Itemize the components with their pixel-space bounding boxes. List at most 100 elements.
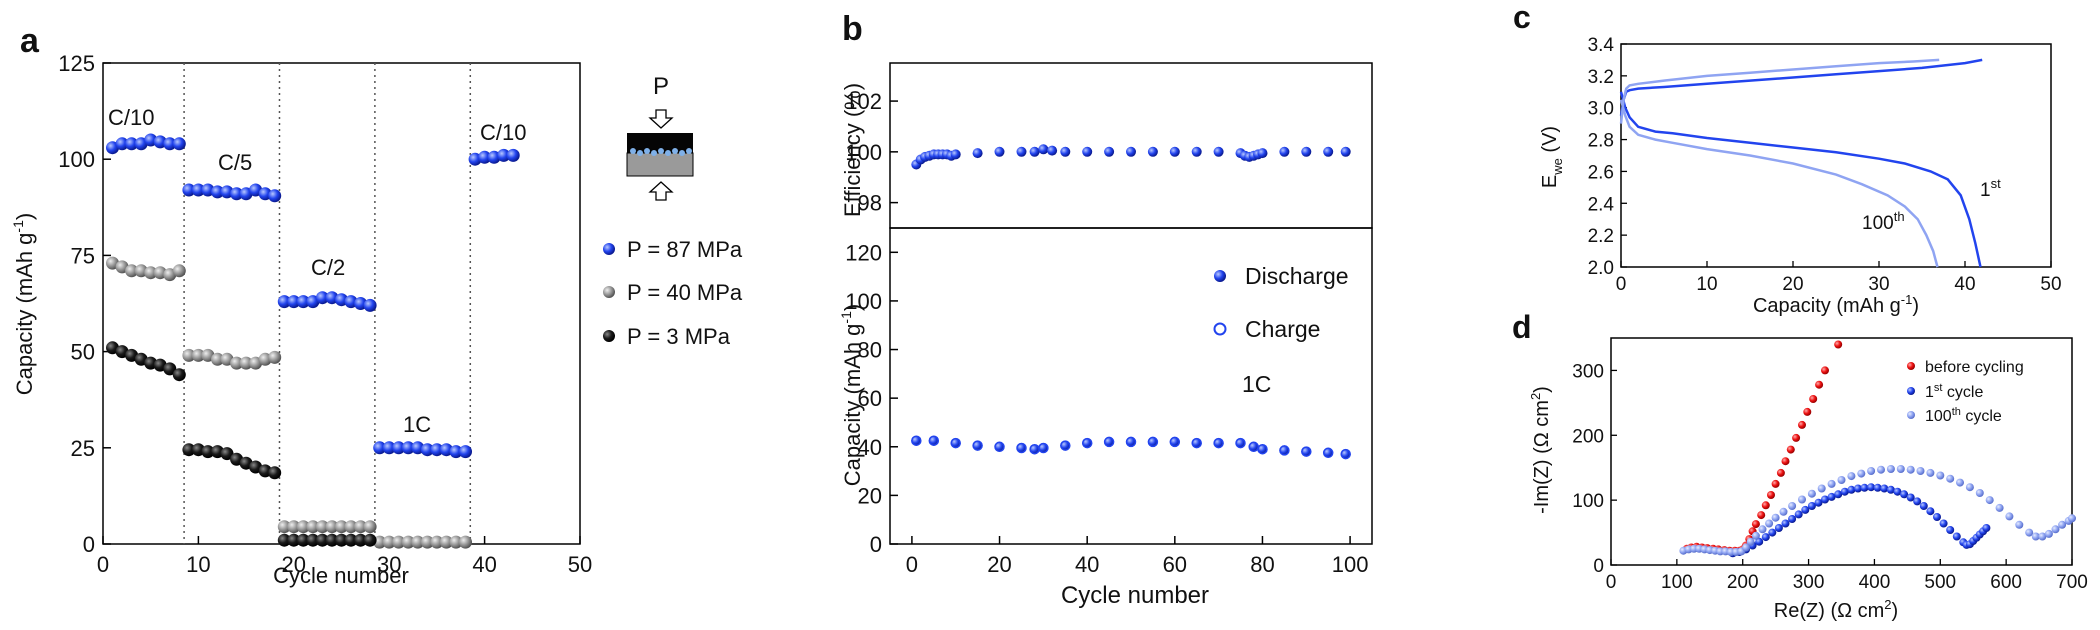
panel-a-point: [191, 183, 205, 197]
panel-d-point: [1827, 479, 1836, 488]
panel-a-point: [172, 264, 186, 278]
panel-b-efficiency-point: [1257, 148, 1268, 159]
legend-label-1st-cycle: 1st cycle: [1925, 382, 1983, 401]
panel-d-point: [1765, 519, 1774, 528]
panel-b-discharge-point: [1301, 446, 1312, 457]
panel-b-charge-point: [1103, 436, 1115, 448]
legend-label-3mpa: P = 3 MPa: [627, 324, 731, 349]
panel-d-point: [1757, 511, 1766, 520]
panel-b-charge-point: [1125, 436, 1137, 448]
panel-b-efficiency-point: [1047, 145, 1058, 156]
panel-d-point: [1781, 519, 1790, 528]
panel-d-point: [1817, 484, 1826, 493]
panel-a-legend: P = 87 MPa P = 40 MPa P = 3 MPa: [603, 237, 743, 349]
panel-a-point: [125, 264, 139, 278]
panel-b-discharge-point: [1248, 441, 1259, 452]
panel-c-letter: c: [1513, 0, 1531, 35]
panel-b-efficiency-point: [1191, 146, 1202, 157]
panel-a-point: [201, 445, 215, 459]
panel-a-y-tick-label: 75: [71, 243, 95, 268]
cell-particle: [630, 148, 636, 154]
panel-d-point: [2015, 520, 2024, 529]
panel-b-charge-point: [1191, 437, 1202, 449]
panel-d-point: [1873, 483, 1882, 492]
panel-b-charge-point: [1081, 437, 1093, 449]
panel-d-point: [1860, 483, 1869, 492]
panel-d-point: [2068, 514, 2076, 523]
legend-marker: [603, 286, 615, 298]
panel-b-x-tick-label: 100: [1332, 552, 1369, 577]
panel-d-point: [1807, 502, 1816, 510]
panel-d-point: [1906, 493, 1915, 502]
panel-a-point: [439, 535, 453, 549]
panel-d-point: [1936, 471, 1945, 480]
panel-b-charge-point: [972, 440, 983, 451]
panel-d-point: [1771, 513, 1780, 522]
panel-b-discharge-point: [972, 440, 983, 451]
cell-particle: [672, 148, 678, 154]
panel-b-x-tick-label: 80: [1250, 552, 1274, 577]
panel-d-point: [1821, 495, 1829, 504]
panel-d-point: [1965, 483, 1974, 492]
panel-a-point: [296, 295, 310, 309]
panel-b-efficiency-point: [1038, 144, 1049, 155]
panel-a-point: [382, 441, 396, 455]
panel-b-charge-point: [1016, 442, 1027, 454]
panel-d-point: [1840, 487, 1849, 496]
panel-b-x-tick-label: 0: [906, 552, 918, 577]
panel-d-axes: 0 100 200 300 400 500 600 700 0 100 200 300: [1572, 361, 2088, 593]
panel-d-point: [1798, 420, 1806, 429]
panel-a-point: [401, 535, 415, 549]
panel-a-point: [449, 445, 463, 459]
panel-d-x-tick-label: 500: [1924, 572, 1956, 593]
panel-d-y-axis-label: -Im(Z) (Ω cm2): [1528, 386, 1553, 514]
panel-b-data: [911, 144, 1351, 460]
panel-d-point: [2044, 529, 2053, 538]
panel-a-point: [392, 535, 406, 549]
panel-b-discharge-point: [1213, 438, 1224, 449]
panel-d-point: [1867, 467, 1876, 475]
panel-c-x-tick-label: 0: [1616, 274, 1627, 295]
panel-b-legend: Discharge Charge 1C: [1213, 263, 1349, 397]
panel-a-point: [401, 441, 415, 455]
cell-particles: [630, 148, 692, 156]
panel-d-point: [1857, 469, 1866, 478]
panel-a-y-tick-label: 25: [71, 436, 95, 461]
panel-a-letter: a: [20, 22, 40, 60]
panel-b-bottom-y-axis-label: Capacity (mAh g-1): [838, 304, 865, 486]
panel-d-point: [1803, 407, 1812, 416]
panel-a-point: [277, 533, 291, 547]
panel-b-x-axis-label: Cycle number: [1061, 582, 1209, 609]
panel-d-point: [1886, 485, 1895, 494]
panel-a-y-tick-label: 125: [58, 51, 95, 76]
panel-b-efficiency-point: [1060, 146, 1071, 157]
panel-d-point: [1946, 474, 1955, 483]
panel-d-point: [2051, 525, 2060, 534]
panel-b-top-y-tick-label: 102: [845, 89, 882, 114]
panel-b-discharge-point: [950, 438, 961, 449]
panel-a-point: [230, 187, 244, 201]
panel-d-point: [1867, 483, 1876, 492]
panel-c-x-axis-label: Capacity (mAh g-1): [1753, 292, 1919, 317]
panel-a-point: [115, 137, 129, 151]
panel-b-charge-point: [1213, 437, 1224, 449]
panel-d-point: [1755, 537, 1764, 546]
panel-a-point: [239, 356, 253, 370]
panel-a-point: [306, 520, 320, 534]
panel-a-point: [296, 533, 310, 547]
panel-a-y-tick-label: 50: [71, 340, 95, 365]
panel-d-point: [1807, 489, 1816, 498]
panel-a-point: [163, 137, 177, 151]
pressure-arrow-down-icon: [648, 109, 674, 129]
panel-b-efficiency-point: [1340, 146, 1351, 157]
panel-b-discharge-point: [1257, 444, 1268, 455]
panel-b-bottom-y-tick-label: 100: [845, 289, 882, 314]
panel-d-point: [1847, 485, 1856, 494]
panel-d-point: [1761, 533, 1770, 542]
panel-a-point: [287, 295, 301, 309]
panel-d-point: [1781, 457, 1790, 466]
panel-a-x-tick-label: 40: [472, 552, 496, 577]
panel-d-y-tick-label: 200: [1572, 426, 1604, 447]
panel-d-point: [1751, 520, 1760, 529]
